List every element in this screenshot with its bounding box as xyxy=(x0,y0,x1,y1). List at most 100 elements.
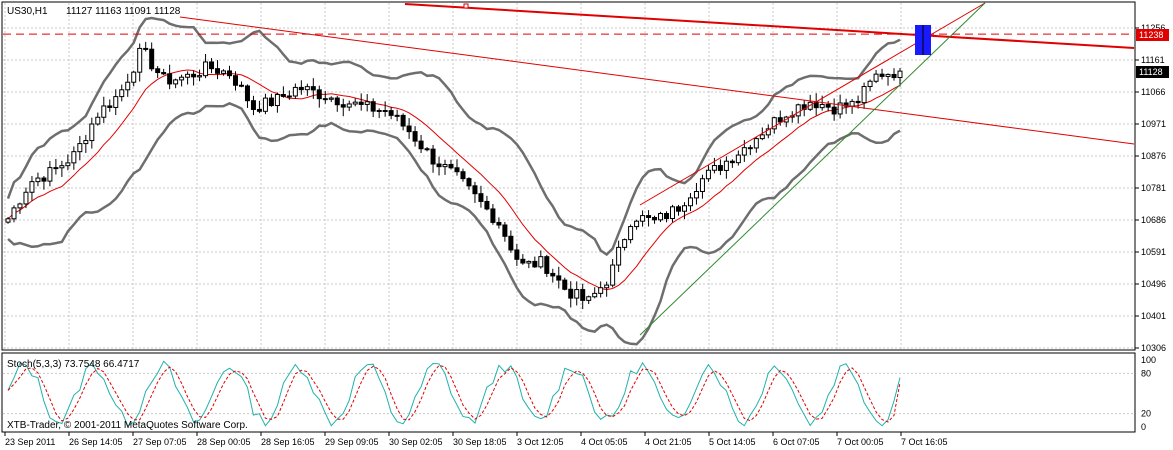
candle-body xyxy=(490,208,496,223)
candle-body xyxy=(466,178,472,187)
level-label-bg xyxy=(1136,29,1169,41)
price-tick-label: 10401 xyxy=(1141,311,1166,321)
trendlines xyxy=(3,2,1135,336)
time-tick-label: 28 Sep 16:05 xyxy=(261,437,315,447)
candle-body xyxy=(119,89,125,98)
time-tick-label: 5 Oct 14:05 xyxy=(709,437,756,447)
candle-body xyxy=(658,213,664,221)
candle-body xyxy=(771,117,777,130)
candle-body xyxy=(53,167,59,170)
time-axis: 23 Sep 2011 26 Sep 14:05 27 Sep 07:05 28 Se… xyxy=(4,432,948,447)
candle-body xyxy=(502,224,508,237)
candle-body xyxy=(717,165,723,171)
time-tick-label: 23 Sep 2011 xyxy=(5,437,55,447)
candle-body xyxy=(795,104,801,117)
candle-body xyxy=(29,181,35,193)
candle-body xyxy=(364,101,370,105)
candle-body xyxy=(759,134,765,140)
candle-body xyxy=(646,215,652,219)
candle-body xyxy=(442,163,448,168)
trendline-descending xyxy=(179,16,1135,145)
candle-body xyxy=(322,98,328,101)
time-tick-label: 3 Oct 12:05 xyxy=(517,437,564,447)
candle-body xyxy=(693,190,699,199)
candle-body xyxy=(634,220,640,228)
candle-body xyxy=(640,215,646,222)
candle-body xyxy=(173,79,179,85)
candle-body xyxy=(250,100,256,110)
candle-body xyxy=(346,103,352,108)
candle-body xyxy=(125,81,131,91)
candle-body xyxy=(83,140,89,145)
candle-body xyxy=(197,75,203,78)
candle-body xyxy=(143,47,149,50)
candle-body xyxy=(77,143,83,153)
candle-body xyxy=(47,167,53,182)
candle-body xyxy=(652,217,658,221)
candle-body xyxy=(484,200,490,210)
candle-body xyxy=(256,108,262,112)
candle-body xyxy=(215,68,221,74)
candle-body xyxy=(819,103,825,109)
time-tick-label: 30 Sep 02:05 xyxy=(389,437,443,447)
time-tick-label: 26 Sep 14:05 xyxy=(69,437,123,447)
bollinger-lower xyxy=(7,102,901,346)
trendline-handle xyxy=(463,3,469,9)
candle-body xyxy=(586,296,592,301)
candle-body xyxy=(580,289,586,301)
price-tick-label: 10686 xyxy=(1141,215,1166,225)
stochastic-panel-frame xyxy=(1,352,1136,433)
candle-body xyxy=(777,117,783,123)
candle-body xyxy=(71,151,77,164)
candle-body xyxy=(550,272,556,277)
candle-body xyxy=(538,256,544,268)
candle-body xyxy=(705,169,711,180)
candle-body xyxy=(825,103,831,108)
price-tick-label: 11066 xyxy=(1141,87,1165,97)
candle-body xyxy=(496,221,502,226)
candle-body xyxy=(891,73,897,79)
candle-body xyxy=(388,110,394,116)
symbol-label: US30,H1 xyxy=(7,6,48,17)
time-tick-label: 30 Sep 18:05 xyxy=(453,437,507,447)
candle-body xyxy=(514,249,520,260)
candle-body xyxy=(227,70,233,77)
candle-body xyxy=(185,73,191,78)
candle-body xyxy=(65,162,71,167)
candle-body xyxy=(137,47,143,73)
candle-body xyxy=(424,148,430,151)
candle-body xyxy=(232,75,238,86)
grid xyxy=(3,3,1134,415)
stochastic-level-label: 100 xyxy=(1141,355,1156,365)
price-tick-label: 11161 xyxy=(1141,55,1165,65)
price-tick-label: 10306 xyxy=(1141,343,1166,353)
candle-body xyxy=(286,95,292,98)
candle-body xyxy=(508,235,514,251)
candle-body xyxy=(472,185,478,195)
price-tick-label: 11256 xyxy=(1141,23,1165,33)
candle-body xyxy=(310,86,316,91)
candle-body xyxy=(741,147,747,156)
candle-body xyxy=(897,70,903,79)
candle-body xyxy=(23,191,29,205)
candle-body xyxy=(885,73,891,77)
candle-body xyxy=(412,131,418,142)
candle-body xyxy=(765,128,771,136)
candle-body xyxy=(406,125,412,133)
current-price-bg xyxy=(1136,66,1169,78)
candle-body xyxy=(59,165,65,169)
candle-body xyxy=(430,148,436,165)
candle-body xyxy=(268,97,274,107)
candle-body xyxy=(711,165,717,171)
price-axis: 11256 11161 11066 10971 10876 10781 10686 10591… xyxy=(1135,23,1166,353)
candle-body xyxy=(262,97,268,112)
bollinger-bands xyxy=(6,16,901,346)
candle-body xyxy=(687,197,693,207)
candle-body xyxy=(298,86,304,91)
candle-body xyxy=(747,147,753,150)
candle-body xyxy=(670,206,676,220)
candle-body xyxy=(753,138,759,149)
price-tick-label: 10496 xyxy=(1141,279,1166,289)
candle-body xyxy=(35,177,41,183)
